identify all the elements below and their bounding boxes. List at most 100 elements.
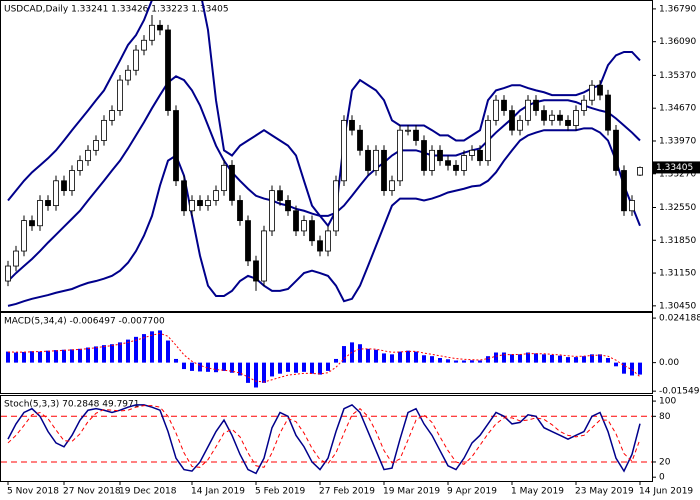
macd-bar	[398, 351, 402, 363]
candle-body	[277, 190, 283, 201]
panel-title: USDCAD,Daily 1.33241 1.33426 1.33223 1.3…	[4, 5, 229, 15]
candle-body	[293, 210, 299, 232]
candle-body	[269, 190, 275, 232]
y-tick-label: 1.31850	[659, 236, 696, 246]
macd-bar	[622, 362, 626, 374]
macd-bar	[102, 345, 106, 363]
candle-body	[509, 110, 515, 131]
y-tick-label: 1.35370	[659, 71, 696, 81]
candle-body	[389, 180, 395, 192]
macd-bar	[534, 353, 538, 363]
candle-body	[589, 84, 595, 101]
macd-bar	[518, 354, 522, 363]
candle-body	[357, 129, 363, 151]
macd-bar	[582, 356, 586, 363]
x-tick-label: 27 Nov 2018	[63, 487, 121, 497]
candle-body	[125, 69, 131, 81]
candle-body	[597, 84, 603, 96]
macd-bar	[446, 359, 450, 363]
candle-body	[429, 149, 435, 171]
macd-bar	[510, 354, 514, 363]
candle-body	[557, 114, 563, 121]
candle-body	[469, 149, 475, 156]
y-tick-label: 100	[659, 397, 676, 407]
y-tick-label: 1.30450	[659, 301, 696, 311]
macd-bar	[70, 349, 74, 363]
macd-bar	[358, 344, 362, 363]
macd-bar	[110, 344, 114, 363]
x-tick-label: 14 Jun 2019	[639, 487, 693, 497]
candle-body	[53, 180, 59, 207]
signal-line	[7, 332, 641, 383]
macd-bar	[86, 347, 90, 363]
y-tick-label: 0.00	[659, 358, 679, 368]
macd-bar	[198, 362, 202, 372]
current-price: 1.33405	[656, 163, 693, 173]
candle-body	[381, 149, 387, 192]
candle-body	[213, 190, 219, 201]
candle-body	[13, 250, 19, 267]
macd-bar	[182, 362, 186, 370]
macd-panel	[0, 312, 653, 394]
x-tick-label: 9 Apr 2019	[447, 487, 497, 497]
candle-body	[197, 200, 203, 207]
candle-body	[565, 119, 571, 126]
macd-bar	[366, 348, 370, 363]
macd-bar	[614, 362, 618, 367]
macd-bar	[574, 357, 578, 363]
macd-bar	[174, 358, 178, 363]
candle-body	[365, 149, 371, 171]
panel-frames	[0, 0, 653, 482]
candle-body	[461, 155, 467, 171]
y-tick-label: 1.33970	[659, 136, 696, 146]
y-tick-label: 1.36090	[659, 37, 696, 47]
y-tick-label: 1.33270	[659, 169, 696, 179]
candle-body	[613, 129, 619, 171]
macd-bar	[206, 362, 210, 372]
candle-body	[37, 200, 43, 227]
macd-bar	[254, 362, 258, 388]
candle-body	[549, 114, 555, 121]
plot-area	[1, 403, 652, 475]
candle-body	[157, 24, 163, 31]
macd-bar	[62, 349, 66, 363]
macd-bar	[598, 354, 602, 363]
candle-body	[229, 164, 235, 201]
stoch-line	[7, 405, 641, 468]
panel-title: Stoch(5,3,3) 70.2848 49.7971	[4, 400, 139, 410]
macd-bar	[382, 353, 386, 363]
y-tick-label: 0.024188	[659, 314, 700, 324]
macd-bar	[302, 362, 306, 372]
macd-bar	[638, 362, 642, 375]
candle-body	[341, 119, 347, 182]
macd-bar	[246, 362, 250, 383]
candle-body	[29, 220, 35, 227]
candle-body	[333, 180, 339, 232]
candle-body	[245, 220, 251, 262]
macd-bar	[502, 352, 506, 363]
stoch-line	[7, 403, 641, 475]
macd-bar	[94, 346, 98, 363]
current-price-box	[652, 161, 700, 174]
macd-bar	[438, 358, 442, 363]
macd-bar	[286, 362, 290, 372]
macd-bar	[390, 354, 394, 363]
macd-bar	[422, 355, 426, 363]
candle-body	[261, 230, 267, 282]
macd-bar	[630, 362, 634, 376]
macd-bar	[46, 350, 50, 363]
macd-bar	[262, 362, 266, 383]
candle-body	[149, 24, 155, 41]
candle-body	[373, 149, 379, 171]
macd-bar	[230, 362, 234, 373]
macd-bar	[142, 334, 146, 363]
macd-bar	[326, 362, 330, 371]
macd-bar	[470, 360, 474, 363]
candle-body	[165, 29, 171, 111]
y-tick-label: 1.34670	[659, 104, 696, 114]
macd-bar	[78, 348, 82, 363]
y-tick-label: 1.31150	[659, 269, 696, 279]
candle-body	[397, 129, 403, 182]
macd-bar	[374, 349, 378, 363]
